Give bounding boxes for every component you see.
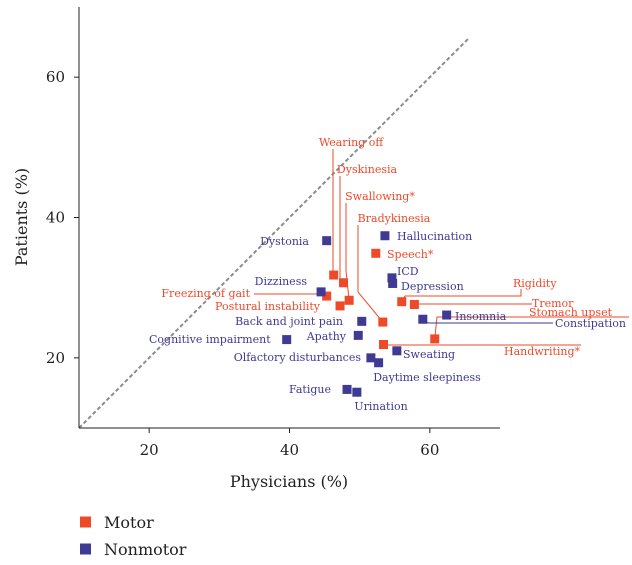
x-tick-label: 40: [280, 441, 299, 459]
point-label: Back and joint pain: [235, 315, 343, 328]
point-label: Sweating: [403, 348, 455, 361]
motor-point-marker: [335, 301, 345, 311]
motor-point-marker: [344, 295, 354, 305]
leader-line: [332, 149, 335, 276]
point-label: Stomach upset: [529, 306, 613, 319]
nonmotor-point-marker: [316, 287, 326, 297]
motor-point-marker: [371, 248, 381, 258]
leader-line: [339, 176, 344, 284]
point-label: Daytime sleepiness: [373, 371, 481, 384]
point-label: Handwriting*: [504, 345, 581, 358]
point-label: Hallucination: [397, 230, 472, 243]
x-tick-label: 60: [420, 441, 439, 459]
nonmotor-point-marker: [442, 310, 452, 320]
point-label: Bradykinesia: [358, 212, 431, 225]
motor-point-marker: [322, 291, 332, 301]
leader-line: [357, 225, 384, 323]
point-label: Urination: [354, 400, 407, 413]
point-label: Olfactory disturbances: [234, 351, 362, 364]
motor-point-marker: [430, 334, 440, 344]
point-label: Dystonia: [260, 235, 309, 248]
y-tick-label: 40: [46, 209, 65, 227]
point-label: Apathy: [306, 330, 347, 343]
x-axis-title: Physicians (%): [230, 472, 348, 491]
point-label: Fatigue: [289, 383, 331, 396]
nonmotor-point-marker: [387, 273, 397, 283]
leader-line: [412, 303, 532, 305]
legend-label: Nonmotor: [104, 540, 187, 559]
nonmotor-point-marker: [366, 353, 376, 363]
nonmotor-point-marker: [418, 314, 428, 324]
leader-line: [434, 316, 629, 339]
point-label: Cognitive impairment: [149, 333, 271, 346]
leader-line: [345, 203, 350, 301]
nonmotor-point-marker: [353, 330, 363, 340]
point-label: Depression: [401, 280, 464, 293]
leader-line: [254, 293, 327, 297]
point-label: Wearing off: [319, 136, 384, 149]
nonmotor-point-marker: [342, 384, 352, 394]
legend-label: Motor: [104, 513, 154, 532]
motor-point-marker: [339, 278, 349, 288]
nonmotor-point-marker: [322, 236, 332, 246]
point-label: Swallowing*: [345, 190, 415, 203]
point-label: Tremor: [532, 297, 574, 310]
point-label: Rigidity: [513, 277, 557, 290]
point-label: Constipation: [555, 317, 626, 330]
nonmotor-point-marker: [380, 231, 390, 241]
nonmotor-point-marker: [388, 278, 398, 288]
nonmotor-point-marker: [374, 358, 384, 368]
y-tick-label: 60: [46, 68, 65, 86]
motor-point-marker: [409, 300, 419, 310]
y-tick-label: 20: [46, 349, 65, 367]
motor-point-marker: [379, 340, 389, 350]
y-axis-title: Patients (%): [12, 168, 31, 266]
nonmotor-point-marker: [282, 335, 292, 345]
point-label: Freezing of gait: [161, 287, 250, 300]
point-label: Speech*: [387, 248, 434, 261]
legend-swatch-nonmotor: [80, 543, 91, 555]
point-label: Dizziness: [255, 275, 308, 288]
nonmotor-point-marker: [392, 346, 402, 356]
x-tick-label: 20: [140, 441, 159, 459]
legend-swatch-motor: [80, 516, 91, 528]
reference-diagonal-line: [78, 37, 470, 429]
point-label: Dyskinesia: [337, 163, 398, 176]
motor-point-marker: [397, 297, 407, 307]
point-label: Postural instability: [215, 300, 321, 313]
point-label: ICD: [397, 265, 419, 278]
motor-point-marker: [329, 270, 339, 280]
nonmotor-point-marker: [357, 316, 367, 326]
point-label: Insomnia: [455, 310, 507, 323]
motor-point-marker: [378, 317, 388, 327]
nonmotor-point-marker: [352, 387, 362, 397]
